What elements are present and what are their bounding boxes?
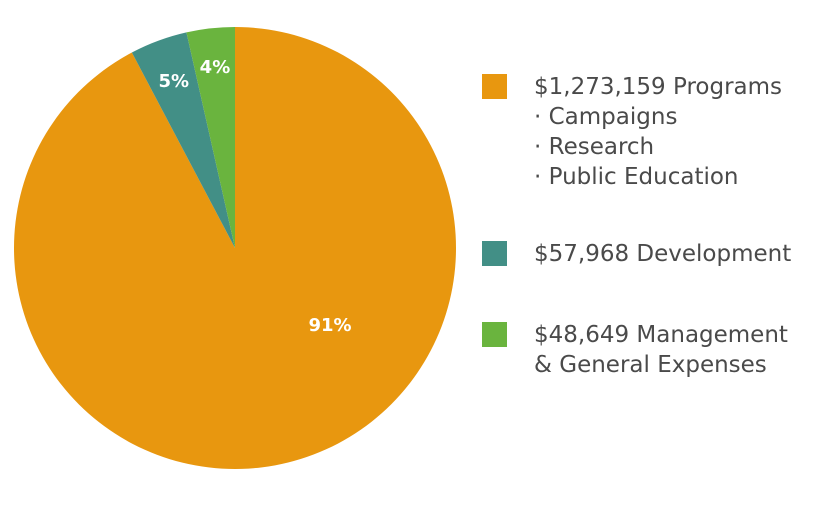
pie-slice-development [131, 32, 235, 249]
legend-label-management-line2: & General Expenses [534, 352, 767, 378]
legend-text-management: $48,649 Management & General Expenses [534, 320, 788, 380]
pie-slice-programs [14, 27, 456, 469]
legend-label-programs: $1,273,159 Programs [534, 74, 783, 100]
legend-label-development: $57,968 Development [534, 241, 792, 267]
pie-slice-management [186, 27, 235, 248]
pie-label-programs: 91% [308, 315, 351, 336]
legend-item-management: $48,649 Management & General Expenses [482, 320, 788, 380]
legend-swatch-programs [482, 74, 507, 99]
legend-subitem-research: · Research [534, 134, 655, 160]
pie-label-management: 4% [200, 57, 231, 78]
legend-subitem-campaigns: · Campaigns [534, 104, 678, 130]
legend-subitem-public-education: · Public Education [534, 164, 739, 190]
legend-text-programs: $1,273,159 Programs · Campaigns · Resear… [534, 72, 782, 192]
legend-label-management-line1: $48,649 Management [534, 322, 788, 348]
pie-label-development: 5% [159, 71, 190, 92]
legend-item-development: $57,968 Development [482, 239, 791, 269]
legend: $1,273,159 Programs · Campaigns · Resear… [482, 0, 812, 509]
legend-item-programs: $1,273,159 Programs · Campaigns · Resear… [482, 72, 782, 192]
legend-text-development: $57,968 Development [534, 239, 791, 269]
legend-swatch-management [482, 322, 507, 347]
legend-swatch-development [482, 241, 507, 266]
pie-chart: 91% 5% 4% [14, 27, 456, 469]
